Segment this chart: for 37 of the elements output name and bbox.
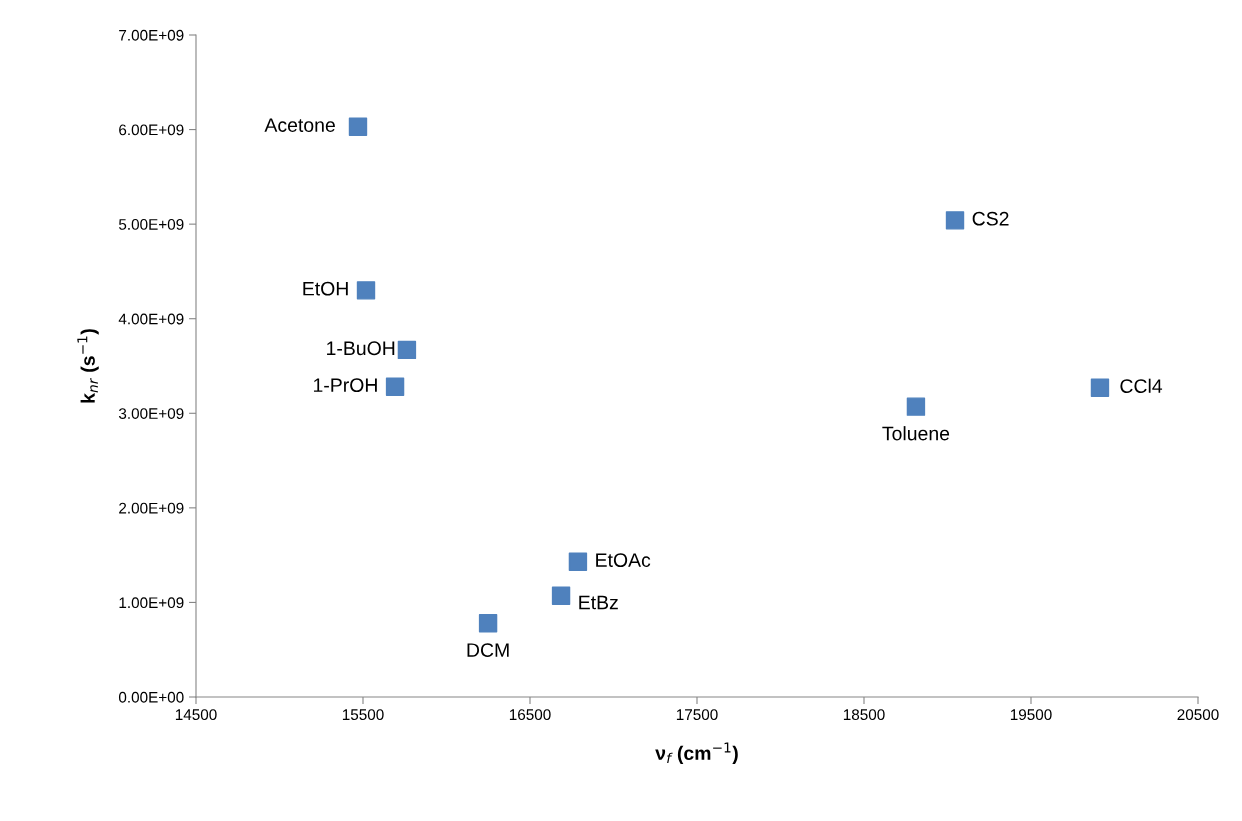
point <box>551 586 571 606</box>
x-tick-label: 20500 <box>1177 709 1219 721</box>
y-tick-label: 0.00E+00 <box>118 691 184 703</box>
x-tick-label: 15500 <box>342 709 384 721</box>
y-tick-label: 7.00E+09 <box>119 29 184 41</box>
point <box>348 117 368 136</box>
annotation: CCl4 <box>1120 378 1163 393</box>
x-axis-title: ν$_{f}$ (cm$^{−1}$) <box>655 742 738 764</box>
point <box>397 340 417 360</box>
annotation: CS2 <box>972 211 1009 226</box>
y-tick-label: 1.00E+09 <box>119 597 184 609</box>
point <box>385 377 405 397</box>
point <box>1090 378 1110 397</box>
y-tick-label: 6.00E+09 <box>119 124 184 136</box>
point <box>356 281 376 300</box>
point <box>945 211 965 230</box>
annotation: Toluene <box>882 426 950 441</box>
y-tick-label: 3.00E+09 <box>118 408 184 419</box>
x-tick-label: 17500 <box>676 709 718 721</box>
annotation: 1-BuOH <box>327 341 395 356</box>
annotation: 1-PrOH <box>313 378 377 393</box>
point <box>478 614 498 633</box>
x-tick-label: 18500 <box>843 709 885 721</box>
point <box>568 552 588 571</box>
annotation: Acetone <box>264 118 335 132</box>
x-tick-label: 19500 <box>1010 709 1052 721</box>
y-tick-label: 2.00E+09 <box>119 502 184 514</box>
point <box>906 397 926 416</box>
y-axis-title: k$_{nr}$ (s$^{−1}$) <box>77 329 99 403</box>
x-tick-label: 16500 <box>509 709 551 721</box>
x-tick-label: 14500 <box>175 709 217 721</box>
annotation: DCM <box>467 643 509 657</box>
annotation: EtOH <box>303 281 348 296</box>
y-tick-label: 4.00E+09 <box>118 313 184 325</box>
annotation: EtOAc <box>596 553 651 567</box>
y-tick-label: 5.00E+09 <box>118 219 184 230</box>
annotation: EtBz <box>579 595 618 610</box>
